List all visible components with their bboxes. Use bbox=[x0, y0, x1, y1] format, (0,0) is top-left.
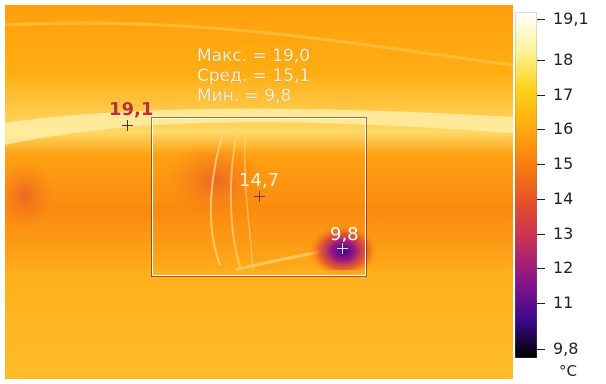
scale-tick-label: 14 bbox=[553, 189, 574, 208]
hot-spot-crosshair-icon[interactable] bbox=[122, 120, 133, 131]
scale-tick-min bbox=[537, 349, 545, 350]
scale-tick-label: 15 bbox=[553, 154, 574, 173]
min-temperature-label: Мин. = 9,8 bbox=[197, 86, 292, 106]
scale-tick bbox=[537, 95, 545, 96]
color-scale-bar bbox=[515, 12, 537, 358]
cold-spot-crosshair-icon[interactable] bbox=[337, 243, 348, 254]
scale-tick-label: 11 bbox=[553, 293, 574, 312]
max-temperature-label: Макс. = 19,0 bbox=[197, 46, 311, 66]
color-scale-gradient bbox=[515, 12, 537, 358]
scale-tick bbox=[537, 60, 545, 61]
scale-tick bbox=[537, 268, 545, 269]
cold-spot-label: 9,8 bbox=[330, 224, 359, 245]
scale-tick bbox=[537, 234, 545, 235]
center-spot-label: 14,7 bbox=[239, 170, 280, 191]
area-statistics: Макс. = 19,0 Сред. = 15,1 Мин. = 9,8 bbox=[197, 46, 310, 106]
scale-tick-max bbox=[537, 19, 545, 20]
scale-tick-label: 17 bbox=[553, 85, 574, 104]
scale-min-label: 9,8 bbox=[553, 339, 579, 358]
scale-tick bbox=[537, 199, 545, 200]
scale-tick-label: 13 bbox=[553, 224, 574, 243]
scale-tick-label: 18 bbox=[553, 50, 574, 69]
scale-tick bbox=[537, 303, 545, 304]
measurement-area-box[interactable] bbox=[152, 118, 366, 276]
scale-tick bbox=[537, 129, 545, 130]
scale-tick bbox=[537, 164, 545, 165]
thermal-image bbox=[5, 5, 513, 379]
thermal-image-canvas bbox=[5, 5, 513, 379]
avg-temperature-label: Сред. = 15,1 bbox=[197, 66, 311, 86]
scale-max-label: 19,1 bbox=[553, 9, 589, 28]
hot-spot-label: 19,1 bbox=[109, 99, 154, 120]
scale-tick-label: 16 bbox=[553, 119, 574, 138]
center-spot-crosshair-icon[interactable] bbox=[254, 191, 265, 202]
temperature-unit-label: °C bbox=[559, 362, 577, 380]
scale-tick-label: 12 bbox=[553, 258, 574, 277]
